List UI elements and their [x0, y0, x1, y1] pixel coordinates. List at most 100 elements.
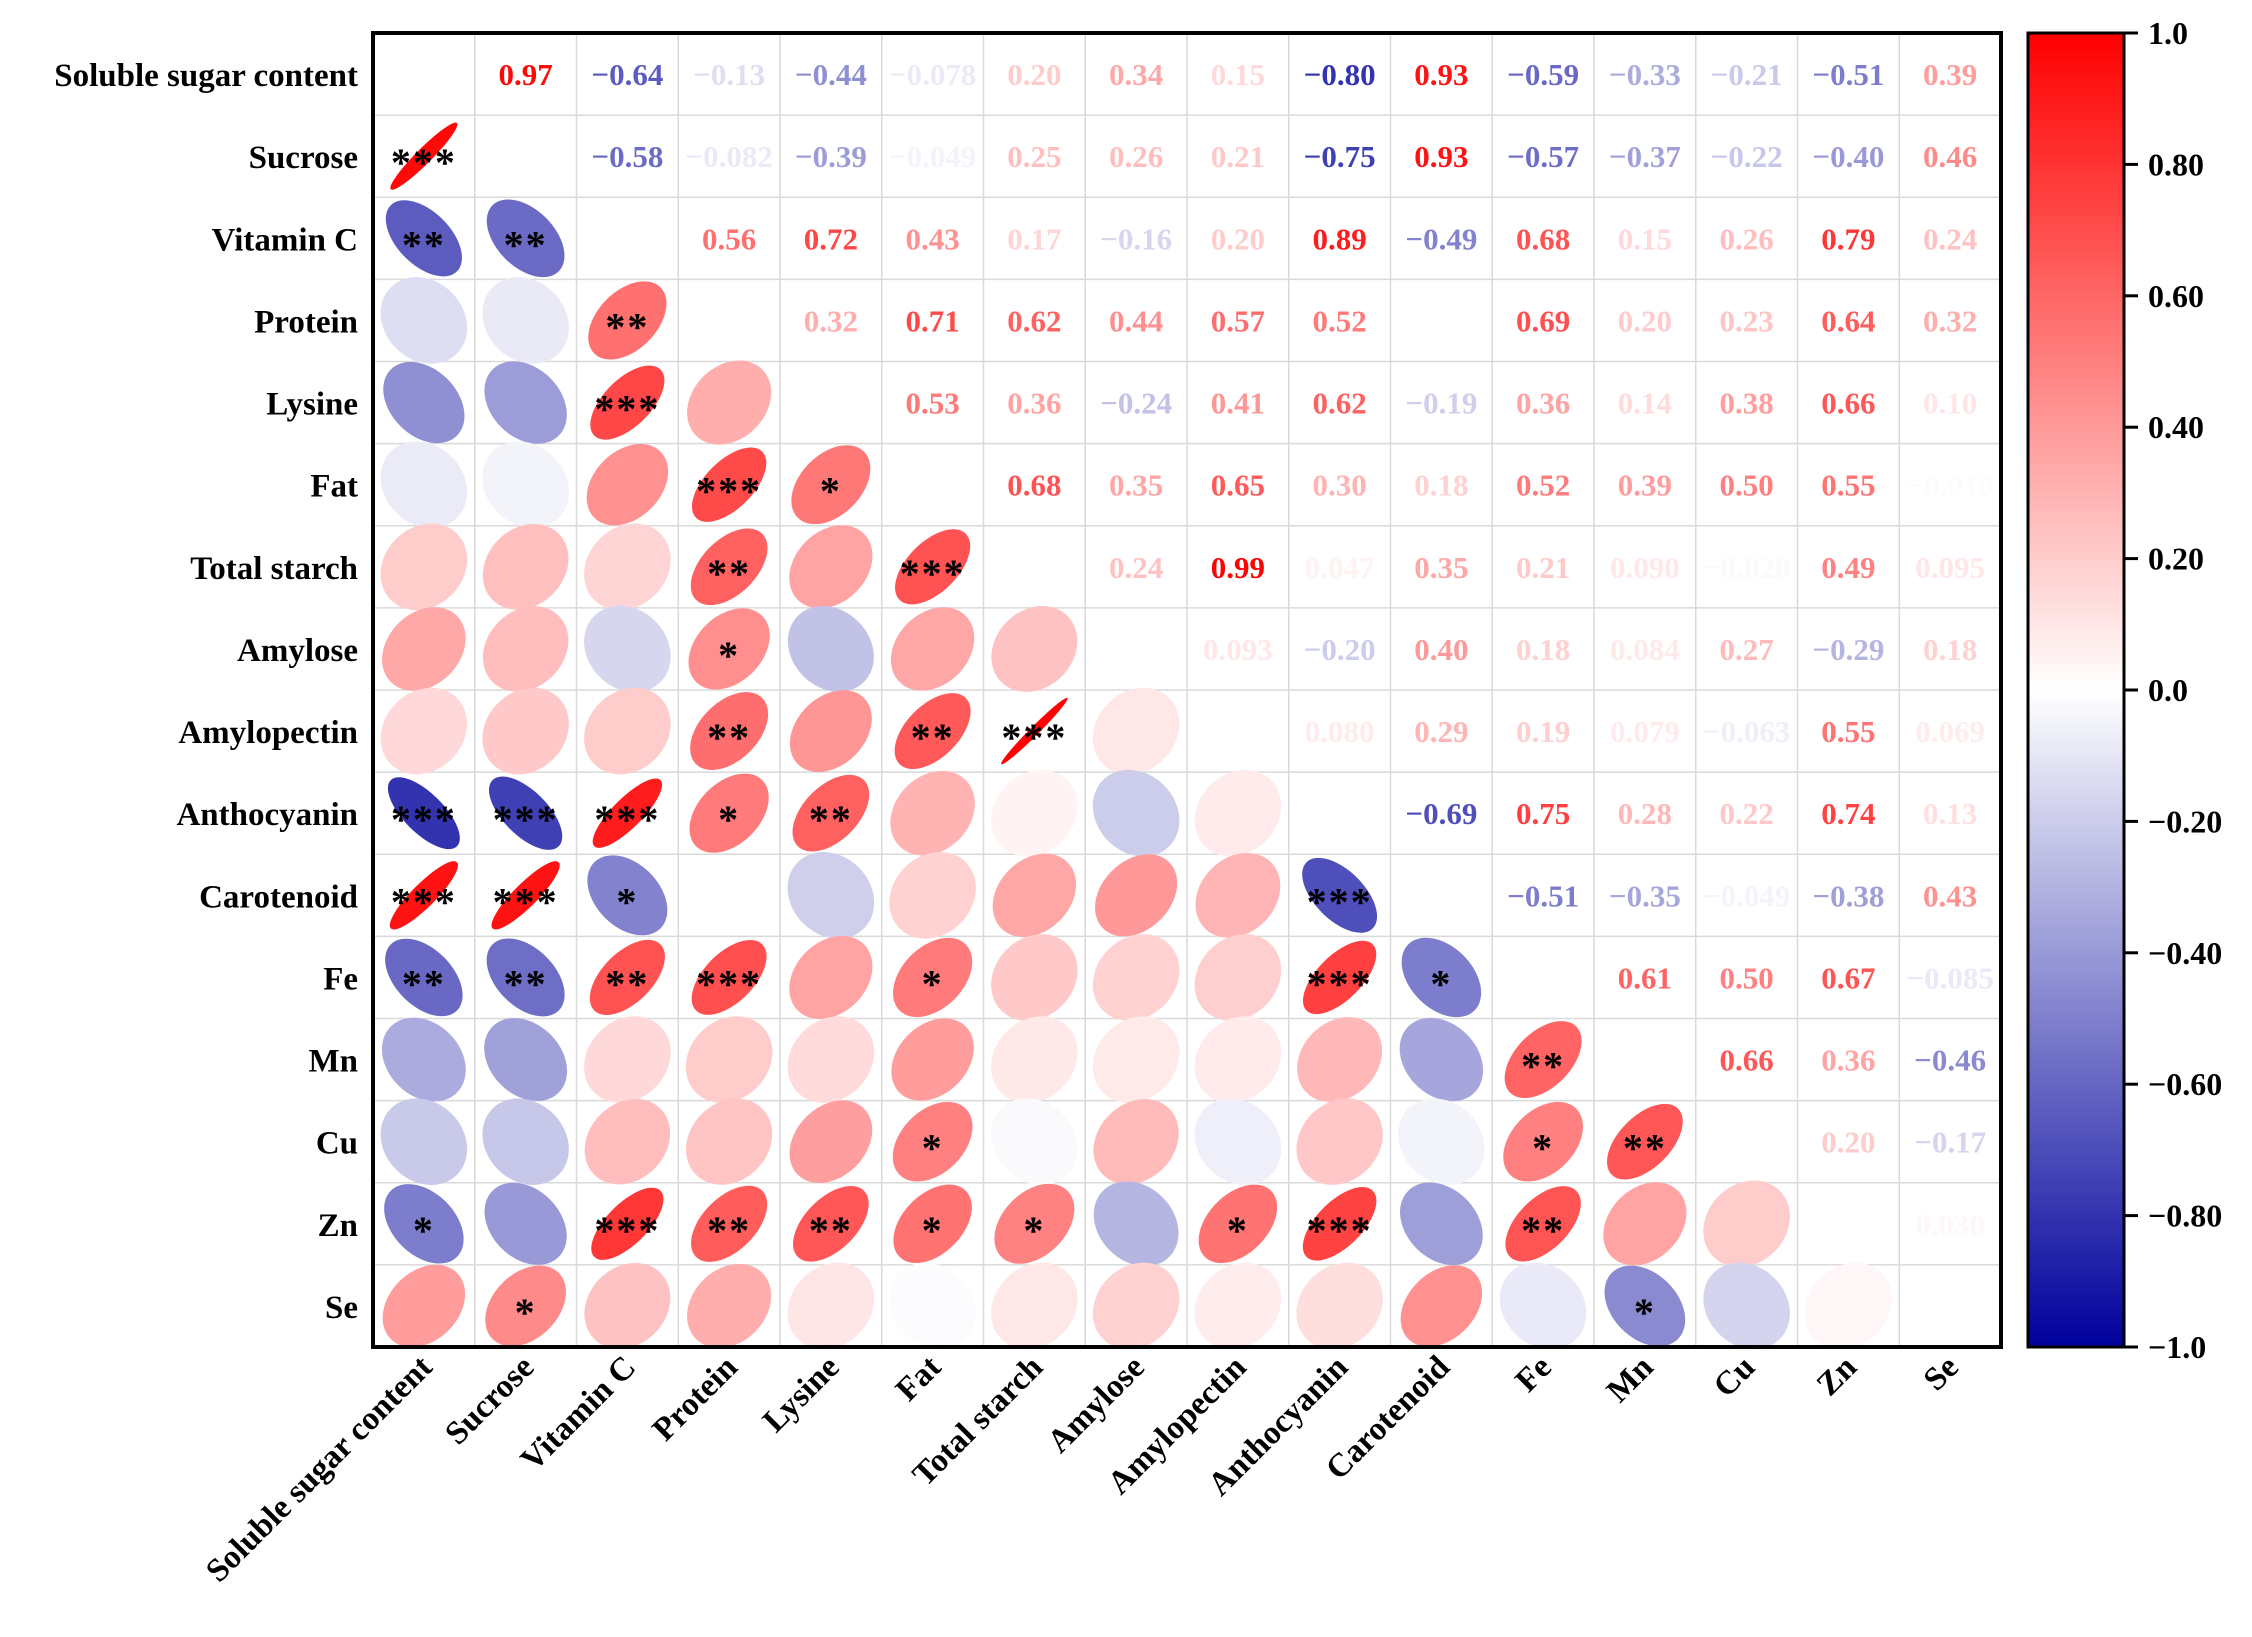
correlation-value: 0.52	[1313, 303, 1367, 338]
correlation-value: 0.40	[1414, 632, 1468, 667]
colorbar-tick-label: 1.0	[2148, 15, 2188, 51]
correlation-value: 0.62	[1313, 386, 1367, 421]
significance-marker: *	[718, 633, 740, 678]
significance-marker: ***	[391, 140, 457, 185]
significance-marker: **	[402, 222, 446, 267]
correlation-ellipse	[484, 1182, 567, 1265]
correlation-value: 0.71	[906, 303, 960, 338]
correlation-value: −0.51	[1507, 878, 1579, 913]
correlation-value: 0.14	[1618, 386, 1672, 421]
correlation-value: 0.68	[1007, 468, 1061, 503]
correlation-ellipse	[1703, 1180, 1790, 1268]
row-label: Sucrose	[249, 140, 358, 176]
colorbar-tick-label: 0.60	[2148, 278, 2204, 314]
correlation-value: −0.049	[1703, 878, 1790, 913]
correlation-value: 0.61	[1618, 960, 1672, 995]
correlation-ellipse	[584, 1016, 671, 1103]
significance-marker: **	[911, 715, 955, 760]
correlation-value: 0.57	[1211, 303, 1265, 338]
significance-marker: *	[1430, 961, 1452, 1006]
correlation-value: 0.17	[1007, 221, 1061, 256]
correlation-value: 0.67	[1821, 960, 1875, 995]
correlation-value: −0.49	[1405, 221, 1477, 256]
correlation-ellipse	[893, 937, 973, 1018]
significance-marker: *	[820, 469, 842, 514]
correlation-ellipse	[787, 852, 875, 939]
correlation-ellipse	[1401, 937, 1482, 1018]
row-label: Amylose	[237, 633, 358, 669]
correlation-ellipse	[1603, 1182, 1687, 1266]
row-label: Amylopectin	[178, 715, 358, 751]
correlation-ellipse	[787, 1016, 875, 1103]
correlation-value: 0.93	[1414, 57, 1468, 92]
significance-marker: **	[504, 961, 548, 1006]
correlation-value: 0.46	[1923, 139, 1977, 174]
correlation-ellipse	[385, 200, 462, 277]
correlation-ellipse	[793, 1185, 869, 1262]
correlation-value: 0.24	[1923, 221, 1977, 256]
significance-marker: ***	[1307, 1208, 1373, 1253]
correlation-value: 0.79	[1821, 221, 1875, 256]
significance-marker: ***	[594, 387, 660, 432]
correlation-value: 0.50	[1720, 468, 1774, 503]
correlation-value: 0.39	[1923, 57, 1977, 92]
correlation-ellipse	[1302, 940, 1377, 1015]
correlation-ellipse	[590, 365, 665, 440]
correlation-ellipse	[991, 769, 1078, 857]
correlation-value: 0.32	[1923, 303, 1977, 338]
correlation-value: −0.063	[1703, 714, 1790, 749]
row-label: Cu	[316, 1126, 358, 1162]
correlation-value: 0.35	[1109, 468, 1163, 503]
correlation-ellipse	[1093, 1099, 1179, 1185]
column-label: Sucrose	[438, 1349, 541, 1452]
colorbar-gradient	[2026, 31, 2126, 1349]
correlation-value: 0.56	[702, 221, 756, 256]
colorbar-tick-label: −0.40	[2148, 935, 2222, 971]
significance-marker: *	[515, 1290, 537, 1335]
significance-marker: ***	[594, 797, 660, 842]
row-label: Protein	[254, 304, 358, 340]
correlation-ellipse	[482, 441, 569, 528]
correlation-ellipse	[382, 607, 466, 691]
correlation-value: 0.21	[1211, 139, 1265, 174]
correlation-ellipse	[1703, 1262, 1790, 1350]
significance-marker: **	[707, 1208, 751, 1253]
correlation-value: 0.10	[1923, 386, 1977, 421]
correlation-ellipse	[791, 445, 871, 525]
significance-marker: **	[707, 715, 751, 760]
correlation-value: −0.46	[1914, 1043, 1986, 1078]
significance-marker: **	[1521, 1208, 1565, 1253]
significance-marker: *	[1532, 1126, 1554, 1171]
correlation-ellipse	[482, 1098, 569, 1185]
correlation-value: 0.30	[1313, 468, 1367, 503]
correlation-ellipse	[584, 523, 671, 611]
correlation-value: −0.44	[795, 57, 867, 92]
correlation-value: −0.17	[1914, 1125, 1986, 1160]
colorbar-tick-label: −0.20	[2148, 803, 2222, 839]
correlation-ellipse	[689, 773, 769, 853]
correlation-ellipse	[482, 523, 569, 610]
correlation-ellipse	[787, 1262, 875, 1350]
correlation-ellipse	[584, 605, 671, 693]
correlation-value: −0.35	[1609, 878, 1681, 913]
correlation-ellipse	[385, 938, 463, 1017]
significance-marker: *	[1227, 1208, 1249, 1253]
correlation-ellipse	[991, 605, 1078, 692]
correlation-ellipse	[1198, 1184, 1278, 1264]
correlation-ellipse	[991, 1098, 1078, 1185]
row-label: Soluble sugar content	[54, 58, 358, 94]
correlation-value: 0.35	[1414, 550, 1468, 585]
correlation-ellipse	[1092, 687, 1180, 775]
correlation-value: 0.36	[1516, 386, 1570, 421]
correlation-ellipse	[1194, 934, 1282, 1021]
correlation-ellipse	[1296, 1098, 1383, 1185]
correlation-ellipse	[380, 687, 468, 775]
correlation-value: −0.078	[889, 57, 976, 92]
correlation-value: 0.084	[1610, 632, 1680, 667]
correlation-value: 0.32	[804, 303, 858, 338]
correlation-ellipse	[1194, 1016, 1282, 1103]
correlation-ellipse	[894, 693, 971, 770]
significance-marker: **	[809, 1208, 853, 1253]
significance-marker: ***	[391, 797, 457, 842]
